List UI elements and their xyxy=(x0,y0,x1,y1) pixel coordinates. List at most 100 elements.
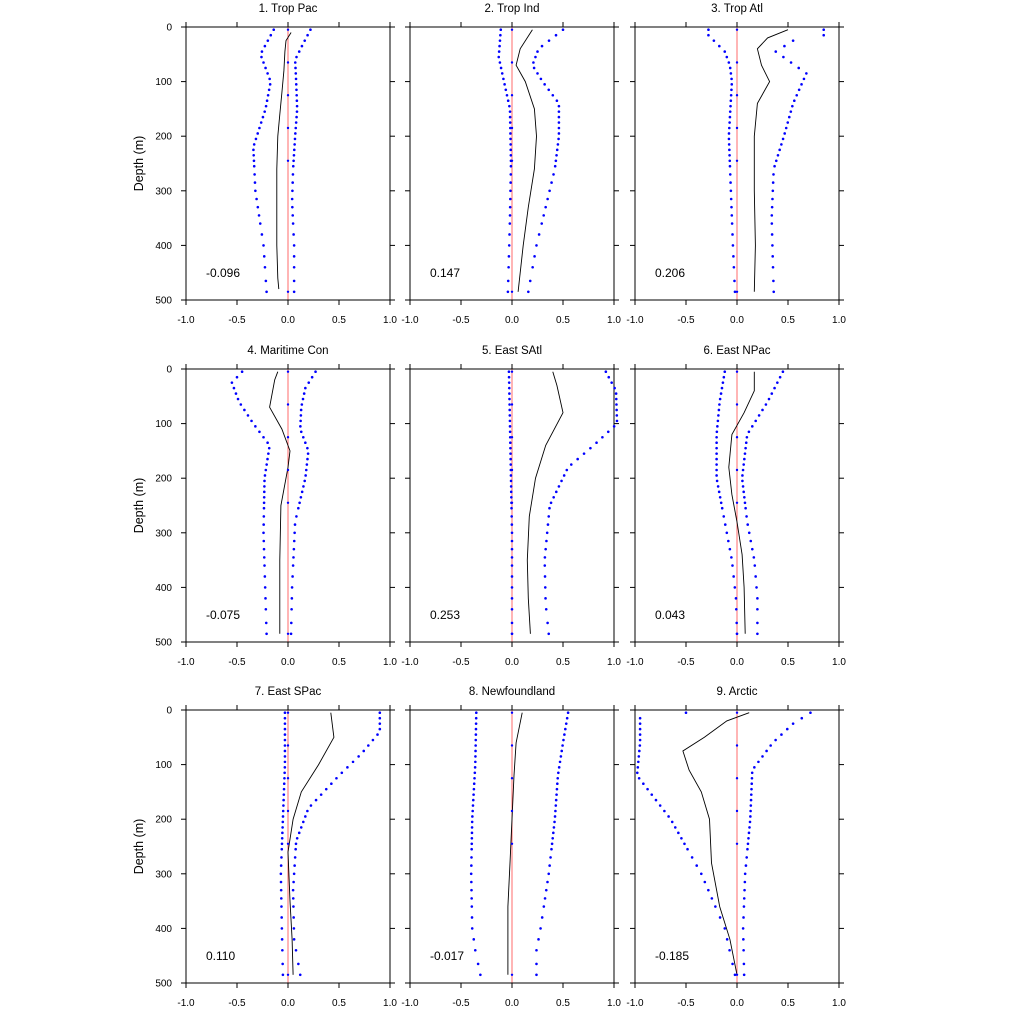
lower-bound-dot xyxy=(508,110,512,113)
upper-bound-dot xyxy=(565,468,569,472)
upper-bound-dot xyxy=(543,586,547,589)
upper-bound-dot xyxy=(306,809,309,813)
lower-bound-dot xyxy=(638,733,642,736)
upper-bound-dot xyxy=(771,265,775,269)
upper-bound-dot xyxy=(549,856,552,859)
lower-bound-dot xyxy=(503,83,506,86)
upper-bound-dot xyxy=(743,496,746,499)
y-tick-label: 200 xyxy=(155,815,172,826)
zero-dot xyxy=(286,126,290,130)
upper-bound-dot xyxy=(300,490,304,494)
lower-bound-dot xyxy=(281,809,285,813)
lower-bound-dot xyxy=(732,265,736,269)
x-tick-label: 0.0 xyxy=(505,657,519,668)
lower-bound-dot xyxy=(718,397,722,401)
upper-bound-dot xyxy=(314,370,317,374)
x-tick-label: -0.5 xyxy=(228,657,246,668)
upper-bound-dot xyxy=(747,430,751,434)
y-axis-label: Depth (m) xyxy=(132,819,146,875)
upper-bound-dot xyxy=(559,755,563,758)
upper-bound-dot xyxy=(546,880,549,884)
zero-dot xyxy=(735,632,739,636)
lower-bound-dot xyxy=(263,564,266,567)
lower-bound-dot xyxy=(717,414,720,417)
lower-bound-dot xyxy=(650,793,654,796)
upper-bound-dot xyxy=(564,722,568,725)
upper-bound-dot xyxy=(797,88,801,92)
upper-bound-dot xyxy=(791,104,794,108)
upper-bound-dot xyxy=(309,804,313,807)
lower-bound-dot xyxy=(258,222,262,225)
lower-bound-dot xyxy=(470,842,474,846)
lower-bound-dot xyxy=(728,115,732,119)
upper-bound-dot xyxy=(306,452,310,455)
lower-bound-dot xyxy=(263,575,267,578)
lower-bound-dot xyxy=(252,164,256,168)
mean-profile-line xyxy=(682,712,750,975)
lower-bound-dot xyxy=(723,50,727,53)
upper-bound-dot xyxy=(303,39,307,42)
lower-bound-dot xyxy=(716,419,720,423)
lower-bound-dot xyxy=(730,214,734,217)
upper-bound-dot xyxy=(291,564,295,567)
lower-bound-dot xyxy=(729,99,733,103)
panel-title: 8. Newfoundland xyxy=(469,686,555,698)
upper-bound-dot xyxy=(292,872,296,876)
zero-dot xyxy=(735,501,739,504)
upper-bound-dot xyxy=(802,77,806,81)
lower-bound-dot xyxy=(473,771,477,775)
lower-bound-dot xyxy=(264,66,267,70)
lower-bound-dot xyxy=(259,121,263,124)
x-tick-label: 0.0 xyxy=(730,315,744,326)
lower-bound-dot xyxy=(715,474,718,477)
upper-bound-dot xyxy=(294,847,297,851)
zero-dot xyxy=(510,842,514,845)
lower-bound-dot xyxy=(508,233,511,236)
zero-dot xyxy=(510,777,514,780)
lower-bound-dot xyxy=(508,121,512,124)
upper-bound-dot xyxy=(742,897,746,900)
upper-bound-dot xyxy=(749,815,752,818)
panel-title: 5. East SAtl xyxy=(482,345,542,357)
lower-bound-dot xyxy=(262,435,265,439)
lower-bound-dot xyxy=(686,847,689,851)
upper-bound-dot xyxy=(555,148,559,152)
upper-bound-dot xyxy=(378,711,382,715)
upper-bound-dot xyxy=(557,766,561,769)
lower-bound-dot xyxy=(502,77,505,81)
panel-title: 1. Trop Pac xyxy=(259,3,318,15)
zero-dot xyxy=(286,159,290,162)
lower-bound-dot xyxy=(509,148,513,152)
lower-bound-dot xyxy=(476,962,480,966)
lower-bound-dot xyxy=(280,897,283,900)
upper-bound-dot xyxy=(750,782,754,786)
lower-bound-dot xyxy=(508,435,512,439)
upper-bound-dot xyxy=(294,77,298,81)
lower-bound-dot xyxy=(283,771,286,775)
lower-bound-dot xyxy=(472,782,476,786)
x-tick-label: 0.5 xyxy=(332,998,346,1009)
zero-dot xyxy=(510,370,514,373)
lower-bound-dot xyxy=(474,738,478,742)
lower-bound-dot xyxy=(260,50,264,53)
lower-bound-dot xyxy=(262,556,266,559)
lower-bound-dot xyxy=(262,547,266,551)
lower-bound-dot xyxy=(700,872,703,876)
lower-bound-dot xyxy=(254,189,257,193)
lower-bound-dot xyxy=(509,137,512,141)
upper-bound-dot xyxy=(293,856,297,859)
lower-bound-dot xyxy=(499,33,502,37)
lower-bound-dot xyxy=(282,782,286,786)
y-tick-label: 0 xyxy=(166,23,172,34)
lower-bound-dot xyxy=(470,897,473,900)
upper-bound-dot xyxy=(557,137,560,141)
upper-bound-dot xyxy=(297,50,301,53)
upper-bound-dot xyxy=(290,197,294,201)
lower-bound-dot xyxy=(734,607,738,611)
lower-bound-dot xyxy=(253,173,256,176)
lower-bound-dot xyxy=(474,749,477,753)
upper-bound-dot xyxy=(314,798,318,802)
upper-bound-dot xyxy=(319,793,323,796)
upper-bound-dot xyxy=(785,727,789,731)
upper-bound-dot xyxy=(743,452,747,455)
